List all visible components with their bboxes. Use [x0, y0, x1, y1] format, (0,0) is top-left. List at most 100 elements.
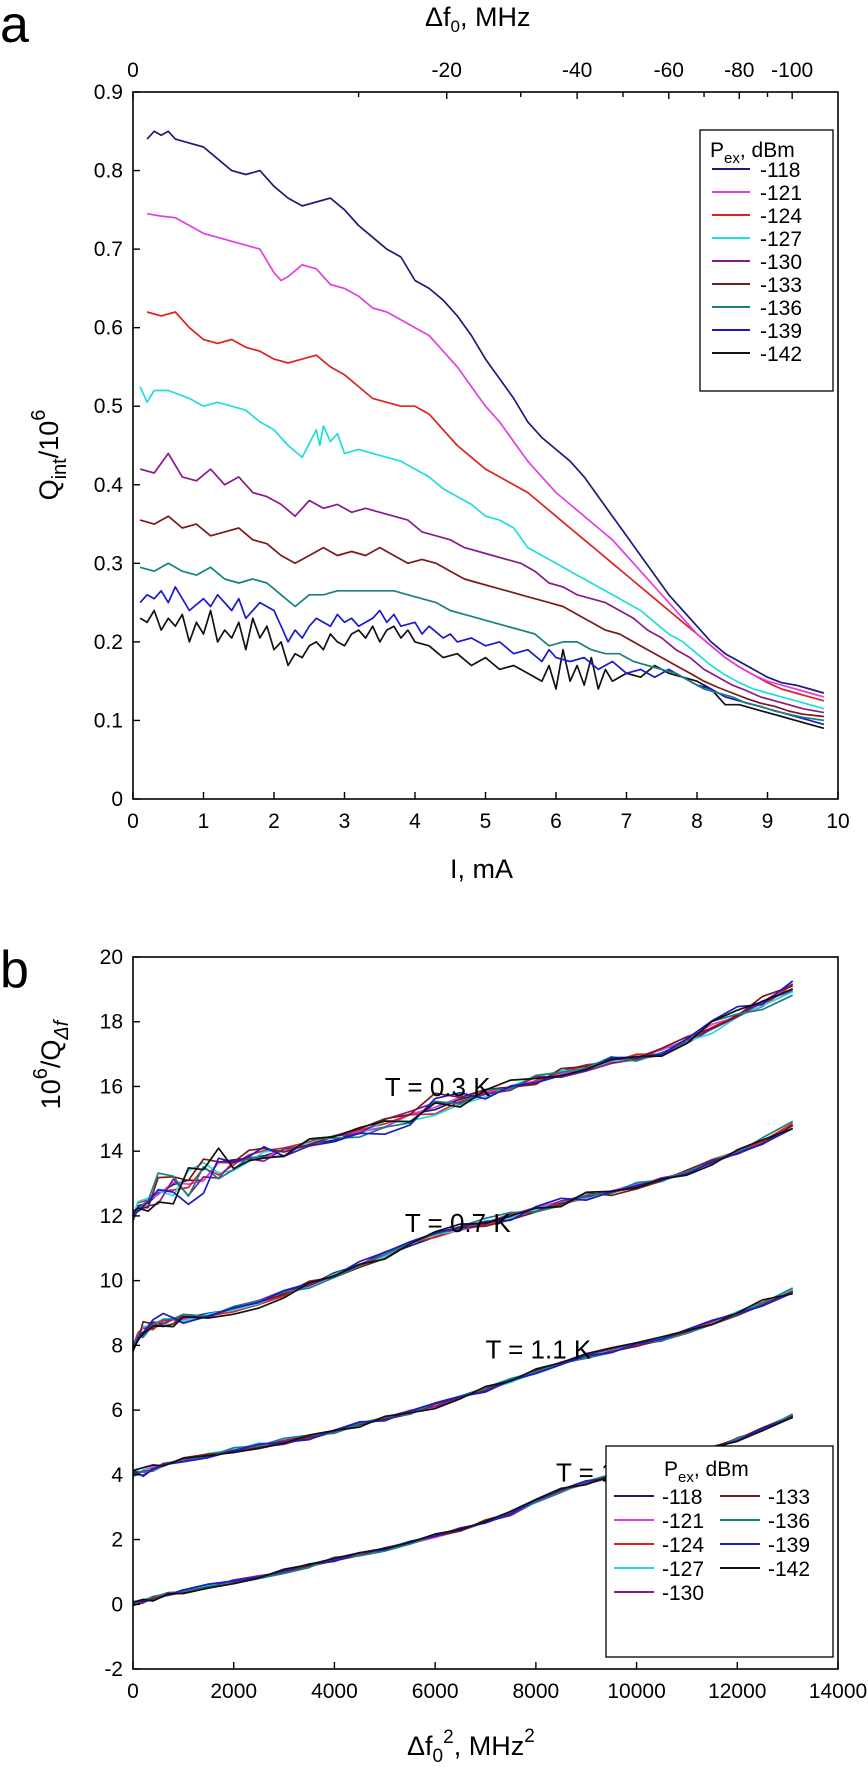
panel-a-legend-label: -118	[760, 159, 800, 182]
panel-b-x-axis-title: Δf02, MHz2	[407, 1726, 535, 1767]
panel-b-y-tick-label: -2	[104, 1658, 123, 1681]
panel-a-legend-label: -139	[760, 320, 802, 343]
panel-b-x-tick-label: 14000	[809, 1680, 867, 1703]
panel-a-legend-items: -118-121-124-127-130-133-136-139-142	[712, 159, 802, 366]
panel-a-y-tick-label: 0.3	[94, 552, 123, 575]
panel-b-group-T-1-1-K	[132, 1287, 794, 1478]
panel-a-x-tick-label: 8	[691, 810, 703, 833]
panel-a-top-axis: 0 -20 -40 -60 -80 -100	[127, 59, 813, 99]
panel-a-y-tick-label: 0.2	[94, 631, 123, 654]
panel-a-y-axis-title: Qint/106	[28, 410, 71, 501]
panel-b-x-tick-label: 2000	[210, 1680, 257, 1703]
panel-a-top-tick-label: -60	[654, 59, 684, 82]
panel-b-plot-frame	[132, 956, 839, 1670]
panel-a-legend: Pex, dBm -118-121-124-127-130-133-136-13…	[699, 129, 834, 392]
panel-b-legend-label: -121	[662, 1510, 704, 1533]
panel-b-temperature-label: T = 0.7 K	[405, 1208, 511, 1238]
panel-b-y-tick-label: 10	[100, 1270, 123, 1293]
panel-a-y-axis: 0 0.1 0.2 0.3 0.4 0.5 0.6 0.7 0.8 0.9	[94, 81, 140, 811]
panel-a-series-136	[139, 562, 825, 722]
panel-b-x-axis: 0 2000 4000 6000 8000 10000 12000 14000	[127, 1662, 867, 1703]
panel-b-series-142	[132, 1127, 794, 1351]
panel-a-x-axis: 0 1 2 3 4 5 6 7 8 9 10	[127, 792, 850, 833]
panel-a-y-tick-label: 0.1	[94, 709, 123, 732]
panel-b-x-tick-label: 4000	[311, 1680, 358, 1703]
panel-a-legend-label: -124	[760, 205, 802, 228]
panel-a-series-130	[139, 452, 825, 714]
panel-a-x-tick-label: 7	[621, 810, 633, 833]
panel-b-temperature-label: T = 0.3 K	[385, 1072, 491, 1102]
panel-b-series-127	[132, 991, 794, 1217]
panel-a-x-tick-label: 5	[480, 810, 492, 833]
panel-b-legend-label: -142	[768, 1558, 810, 1581]
panel-b-legend-label: -124	[662, 1534, 704, 1557]
panel-b-legend-label: -127	[662, 1558, 704, 1581]
panel-b-y-tick-label: 4	[111, 1464, 123, 1487]
panel-a-top-tick-label: -40	[562, 59, 592, 82]
panel-a-top-tick-label: -100	[771, 59, 813, 82]
panel-b-x-tick-label: 6000	[412, 1680, 459, 1703]
panel-b-x-tick-label: 10000	[607, 1680, 665, 1703]
panel-b-temperature-label: T = 1.1 K	[486, 1334, 592, 1364]
panel-a-y-tick-label: 0.6	[94, 317, 123, 340]
panel-a-legend-label: -136	[760, 297, 802, 320]
panel-b-y-tick-label: 16	[100, 1075, 123, 1098]
panel-b-chart: b 0 2000 4000 6000 8000 10000 12000 14000 -2024…	[0, 941, 867, 1767]
panel-a-legend-title: Pex, dBm	[710, 139, 795, 167]
panel-b-series-142	[132, 988, 794, 1213]
panel-a-label: a	[0, 0, 29, 54]
panel-a-y-tick-label: 0.9	[94, 81, 123, 104]
panel-b-y-tick-label: 8	[111, 1334, 123, 1357]
panel-b-legend-label: -136	[768, 1510, 810, 1533]
panel-b-legend-title: Pex, dBm	[664, 1458, 749, 1486]
panel-a-series-139	[139, 586, 825, 726]
panel-a-y-tick-label: 0.4	[94, 474, 124, 497]
panel-b-series-139	[132, 980, 794, 1217]
panel-a-series-142	[139, 609, 825, 730]
panel-b-y-axis-title: 106/QΔf	[30, 1018, 73, 1109]
panel-a-top-tick-label: 0	[127, 59, 139, 82]
panel-a-series-121	[146, 212, 825, 698]
panel-b-x-tick-label: 12000	[708, 1680, 766, 1703]
panel-b-y-tick-label: 2	[111, 1529, 123, 1552]
panel-a-x-tick-label: 2	[268, 810, 280, 833]
panel-b-series-142	[132, 1292, 793, 1472]
panel-a-x-tick-label: 9	[762, 810, 774, 833]
panel-a-y-tick-label: 0.7	[94, 238, 123, 261]
panel-a-x-tick-label: 6	[550, 810, 562, 833]
panel-b-legend-label: -118	[662, 1486, 702, 1509]
panel-b-x-tick-label: 0	[127, 1680, 139, 1703]
panel-a-series-118	[146, 130, 825, 694]
panel-a-y-tick-label: 0	[111, 788, 123, 811]
panel-a-x-axis-title: I, mA	[450, 854, 513, 884]
panel-b-legend: Pex, dBm -118-121-124-127-130 -133-136-13…	[605, 1445, 834, 1658]
panel-a-top-tick-label: -80	[724, 59, 754, 82]
panel-a-y-tick-label: 0.5	[94, 395, 123, 418]
panel-b-series-139	[132, 1292, 794, 1478]
panel-b-legend-label: -133	[768, 1486, 810, 1509]
panel-a-x-tick-label: 0	[127, 810, 139, 833]
panel-b-series-133	[132, 985, 793, 1217]
panel-a-legend-label: -130	[760, 251, 802, 274]
panel-b-series-136	[132, 994, 794, 1222]
panel-a-legend-label: -133	[760, 274, 802, 297]
panel-a-series-group	[139, 130, 825, 730]
panel-b-y-tick-label: 6	[111, 1399, 123, 1422]
panel-a-x-tick-label: 1	[198, 810, 210, 833]
panel-a-x-tick-label: 4	[409, 810, 421, 833]
panel-b-label: b	[0, 941, 29, 999]
panel-a-y-tick-label: 0.8	[94, 160, 123, 183]
panel-a-top-tick-label: -20	[432, 59, 462, 82]
panel-b-group-T-0-7-K	[132, 1120, 794, 1352]
panel-a-series-133	[139, 515, 824, 718]
panel-b-y-tick-label: 0	[111, 1593, 123, 1616]
panel-a-x-tick-label: 3	[339, 810, 351, 833]
panel-b-x-tick-label: 8000	[512, 1680, 559, 1703]
panel-a-top-axis-title: Δf0, MHz	[425, 2, 531, 36]
panel-b-series-group	[132, 980, 794, 1607]
panel-a-legend-label: -142	[760, 343, 802, 366]
panel-b-y-tick-label: 14	[100, 1140, 124, 1163]
panel-b-group-T-0-3-K	[132, 980, 794, 1222]
panel-a-legend-label: -127	[760, 228, 802, 251]
